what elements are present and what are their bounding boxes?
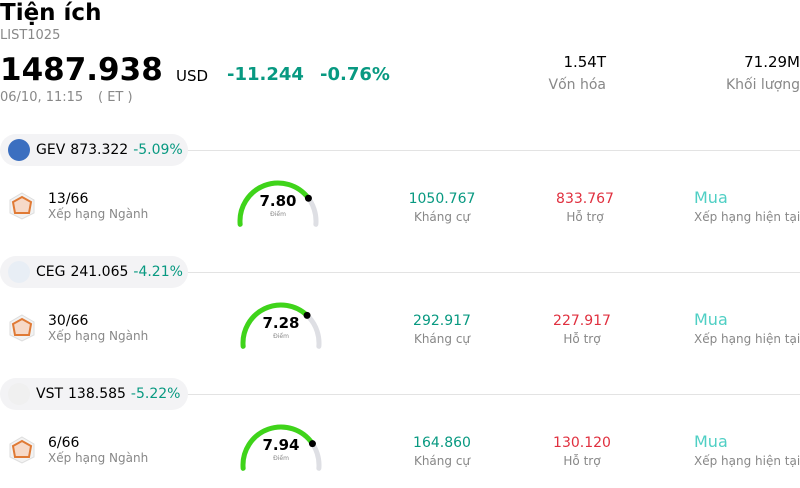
score: 7.80 [259, 192, 297, 210]
score: 7.94 [262, 436, 300, 454]
gauge-fill [237, 180, 311, 227]
rank-icon [8, 314, 36, 342]
ticker-price: 873.322 [70, 142, 129, 158]
resistance: 164.860 [413, 435, 471, 451]
rank: 13/66 [48, 191, 89, 207]
stat-value: 1.54T [563, 53, 606, 71]
ticker-price: 241.065 [70, 264, 129, 280]
support: 130.120 [553, 435, 611, 451]
title: Tiện ích [0, 0, 102, 26]
logo [8, 383, 30, 405]
score: 7.28 [262, 314, 300, 332]
support-label: Hỗ trợ [563, 332, 601, 346]
rating-label: Xếp hạng hiện tại [694, 454, 800, 468]
rank-label: Xếp hạng Ngành [48, 329, 149, 343]
code: LIST1025 [0, 28, 61, 43]
ticker: VST 138.585 -5.22% [36, 386, 180, 402]
support-label: Hỗ trợ [566, 210, 604, 224]
ticker-symbol: CEG [36, 264, 66, 280]
separator [180, 272, 800, 273]
rank-label: Xếp hạng Ngành [48, 207, 149, 221]
ticker-pill [0, 134, 188, 166]
ticker-pill [0, 256, 188, 288]
gauge-fill [240, 424, 315, 471]
gauge [240, 302, 322, 349]
logo [8, 139, 30, 161]
resistance-label: Kháng cự [413, 332, 471, 346]
ticker-price: 138.585 [68, 386, 126, 402]
rank-label: Xếp hạng Ngành [48, 451, 149, 465]
resistance-label: Kháng cự [413, 454, 471, 468]
gauge-dot [304, 194, 312, 202]
support: 227.917 [553, 313, 611, 329]
time: 06/10, 11:15 [0, 90, 84, 105]
separator [180, 150, 800, 151]
ticker-change: -5.22% [130, 386, 181, 402]
timezone: ( ET ) [98, 90, 133, 105]
score-label: Điểm [273, 455, 289, 462]
support-label: Hỗ trợ [563, 454, 601, 468]
rank: 6/66 [48, 435, 80, 451]
rank-icon [8, 192, 36, 220]
gauge-dot [303, 311, 311, 319]
rank: 30/66 [48, 313, 89, 329]
gauge [237, 180, 319, 227]
ticker-pill [0, 378, 188, 410]
resistance-label: Kháng cự [413, 210, 471, 224]
gauge [240, 424, 322, 471]
rank-icon-svg [9, 436, 35, 464]
ticker: GEV 873.322 -5.09% [36, 142, 183, 158]
rating: Mua [694, 188, 728, 207]
change-pct: -0.76% [320, 64, 390, 85]
stat-label: Khối lượng [725, 77, 800, 93]
gauge-dot [308, 440, 316, 448]
ticker-change: -4.21% [133, 264, 183, 280]
change: -11.244 [227, 64, 304, 85]
gauge-fill [240, 302, 310, 349]
rank-icon [8, 436, 36, 464]
stat-label: Vốn hóa [548, 77, 606, 93]
ticker: CEG 241.065 -4.21% [36, 264, 183, 280]
ticker-change: -5.09% [133, 142, 183, 158]
score-label: Điểm [273, 333, 289, 340]
resistance: 1050.767 [408, 191, 476, 207]
stat-value: 71.29M [744, 53, 800, 71]
price: 1487.938 [0, 52, 163, 88]
separator [180, 394, 800, 395]
currency: USD [176, 67, 209, 85]
score-label: Điểm [270, 211, 286, 218]
ticker-symbol: VST [36, 386, 64, 402]
rating: Mua [694, 432, 728, 451]
rating-label: Xếp hạng hiện tại [694, 332, 800, 346]
support: 833.767 [556, 191, 614, 207]
ticker-symbol: GEV [36, 142, 66, 158]
rank-icon-svg [9, 314, 35, 342]
rank-icon-svg [9, 192, 35, 220]
logo [8, 261, 30, 283]
resistance: 292.917 [413, 313, 471, 329]
rating: Mua [694, 310, 728, 329]
rating-label: Xếp hạng hiện tại [694, 210, 800, 224]
